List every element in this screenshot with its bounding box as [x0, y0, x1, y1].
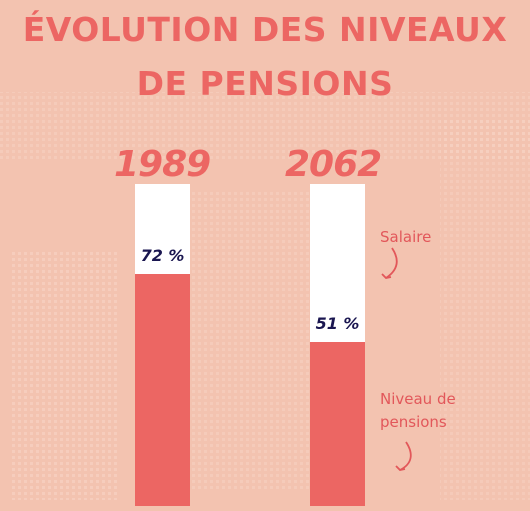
bar-salaire-2062: 51 % [310, 184, 365, 506]
arrow-salaire-icon [381, 247, 398, 279]
chart-title-line1: ÉVOLUTION DES NIVEAUX [22, 10, 508, 49]
category-label-2062: 2062 [285, 144, 382, 185]
annotation-niveau-line2: pensions [380, 413, 447, 431]
annotation-niveau-line1: Niveau de [380, 390, 456, 408]
data-label-1989: 72 % [140, 246, 185, 265]
annotation-salaire: Salaire [380, 228, 432, 246]
chart-title-line2: DE PENSIONS [136, 64, 394, 103]
arrow-pensions-icon [395, 441, 412, 471]
data-label-2062: 51 % [315, 314, 360, 333]
bar-salaire-1989: 72 % [135, 184, 190, 506]
bar-pension-1989 [135, 274, 190, 506]
category-label-1989: 1989 [114, 144, 211, 185]
bar-pension-2062 [310, 342, 365, 506]
